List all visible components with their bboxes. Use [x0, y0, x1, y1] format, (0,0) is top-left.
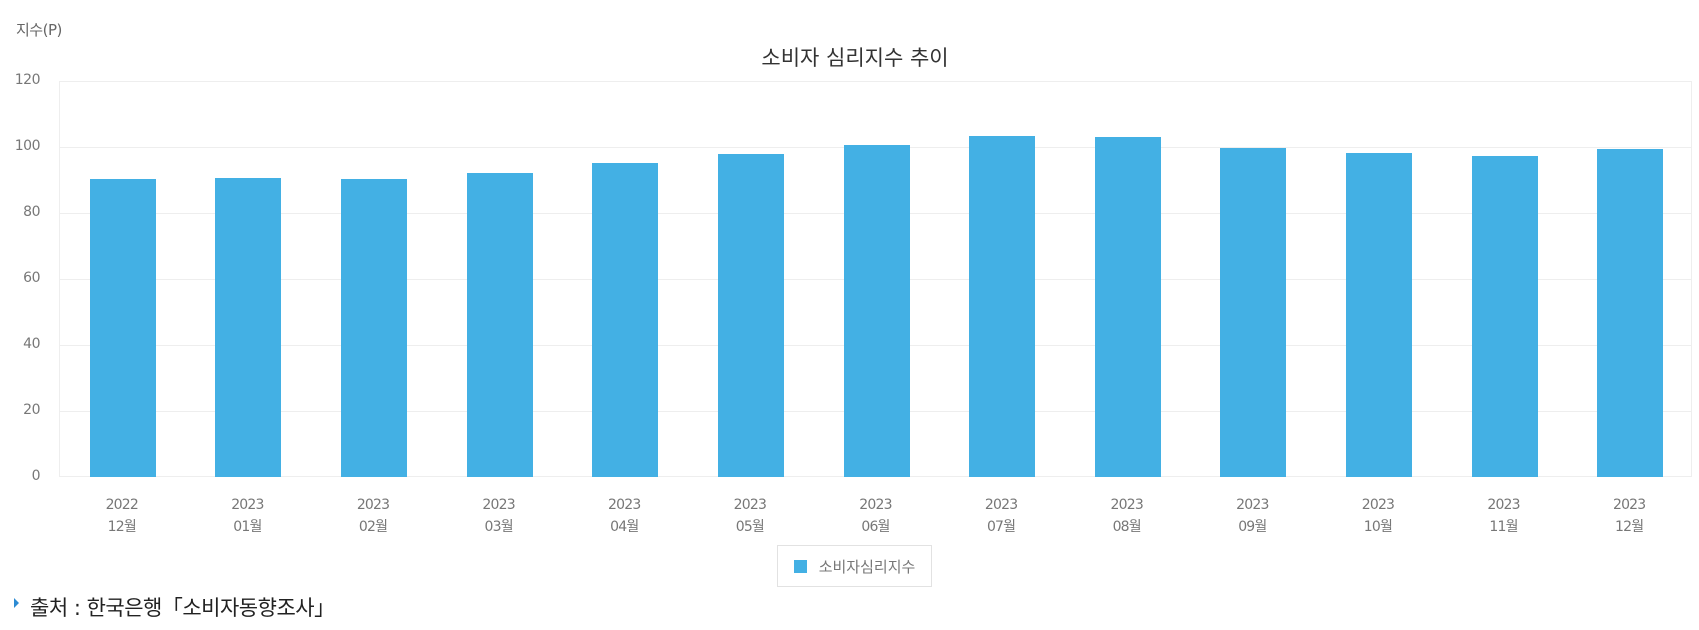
- x-tick-year: 2023: [1361, 497, 1395, 513]
- bar[interactable]: [1220, 147, 1287, 477]
- y-tick-label: 0: [31, 468, 41, 484]
- x-tick-label: 2023 04월: [574, 494, 674, 538]
- x-tick-month: 08월: [1112, 519, 1142, 535]
- x-tick-year: 2023: [356, 497, 390, 513]
- y-tick-label: 100: [14, 138, 41, 154]
- x-tick-label: 2023 09월: [1202, 494, 1302, 538]
- y-tick-label: 120: [14, 72, 41, 88]
- x-tick-year: 2023: [608, 497, 641, 513]
- x-tick-month: 03월: [484, 519, 513, 535]
- x-tick-year: 2023: [1612, 497, 1646, 513]
- y-tick-label: 60: [23, 270, 40, 286]
- x-tick-month: 06월: [861, 519, 890, 535]
- x-tick-label: 2023 03월: [449, 494, 549, 538]
- x-tick-label: 2022 12월: [72, 494, 172, 538]
- bar[interactable]: [717, 153, 784, 477]
- x-tick-label: 2023 12월: [1579, 494, 1679, 538]
- y-tick-label: 20: [23, 402, 40, 418]
- bar[interactable]: [89, 179, 156, 477]
- legend[interactable]: 소비자심리지수: [777, 545, 932, 587]
- bar[interactable]: [341, 179, 408, 477]
- x-tick-month: 09월: [1238, 519, 1267, 535]
- x-tick-month: 05월: [735, 519, 765, 535]
- x-tick-year: 2023: [859, 497, 892, 513]
- x-tick-month: 11월: [1489, 519, 1518, 535]
- x-tick-month: 12월: [107, 519, 137, 535]
- legend-label: 소비자심리지수: [818, 557, 916, 576]
- bar[interactable]: [466, 173, 533, 477]
- x-tick-year: 2023: [482, 497, 515, 513]
- x-tick-label: 2023 06월: [826, 494, 926, 538]
- x-tick-month: 07월: [986, 519, 1016, 535]
- x-tick-label: 2023 08월: [1077, 494, 1177, 538]
- legend-swatch-icon: [793, 559, 807, 573]
- source-text: 출처 : 한국은행「소비자동향조사」: [30, 596, 335, 620]
- bar[interactable]: [1471, 156, 1538, 477]
- x-tick-label: 2023 05월: [700, 494, 800, 538]
- x-tick-label: 2023 10월: [1328, 494, 1428, 538]
- x-tick-year: 2023: [984, 497, 1018, 513]
- bar[interactable]: [1094, 136, 1161, 477]
- x-tick-year: 2023: [1487, 497, 1520, 513]
- gridline: [60, 81, 1691, 82]
- source-note: 출처 : 한국은행「소비자동향조사」: [14, 592, 335, 622]
- bar[interactable]: [215, 177, 282, 477]
- x-tick-year: 2023: [231, 497, 264, 513]
- x-tick-year: 2023: [1110, 497, 1144, 513]
- chart-title: 소비자 심리지수 추이: [761, 46, 949, 70]
- y-tick-label: 40: [23, 336, 40, 352]
- x-tick-year: 2022: [105, 497, 139, 513]
- bar[interactable]: [1597, 148, 1664, 477]
- x-tick-label: 2023 02월: [323, 494, 423, 538]
- bullet-triangle-icon: [14, 598, 19, 608]
- x-tick-month: 12월: [1615, 519, 1644, 535]
- y-tick-label: 80: [23, 204, 40, 220]
- x-tick-year: 2023: [1236, 497, 1269, 513]
- x-tick-month: 10월: [1363, 519, 1393, 535]
- bar[interactable]: [592, 163, 659, 477]
- x-tick-year: 2023: [733, 497, 767, 513]
- bar[interactable]: [1345, 153, 1412, 477]
- x-tick-label: 2023 07월: [951, 494, 1051, 538]
- x-tick-label: 2023 11월: [1454, 494, 1554, 538]
- x-tick-label: 2023 01월: [197, 494, 297, 538]
- plot-area: [59, 81, 1692, 477]
- bar[interactable]: [969, 136, 1036, 477]
- x-tick-month: 01월: [233, 519, 262, 535]
- x-tick-month: 04월: [610, 519, 639, 535]
- y-axis-unit-label: 지수(P): [16, 21, 62, 39]
- bar[interactable]: [843, 144, 910, 477]
- x-tick-month: 02월: [358, 519, 388, 535]
